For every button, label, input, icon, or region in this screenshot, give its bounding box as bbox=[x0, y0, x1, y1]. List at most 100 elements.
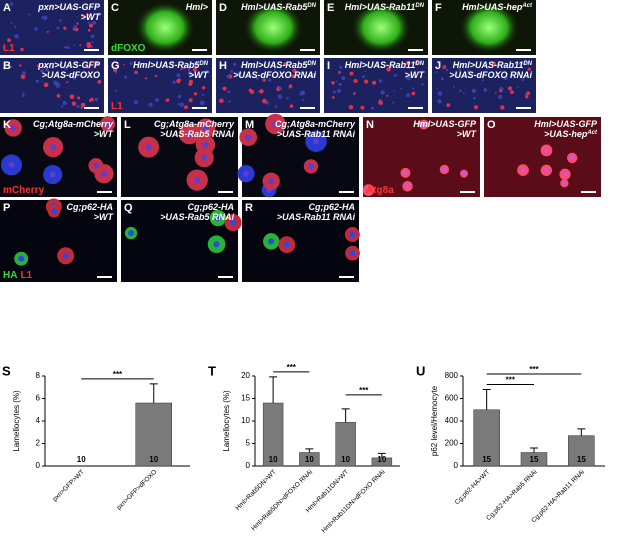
speck bbox=[199, 100, 205, 106]
speck bbox=[233, 62, 237, 67]
panel-letter: B bbox=[3, 60, 11, 72]
nucleus bbox=[10, 124, 17, 131]
error-bar bbox=[377, 452, 386, 458]
genotype-text: Hml>UAS-GFP bbox=[413, 119, 477, 129]
bar bbox=[473, 409, 500, 467]
speck bbox=[421, 83, 424, 86]
speck bbox=[249, 74, 252, 77]
genotype-label: >WT bbox=[94, 129, 115, 139]
speck bbox=[72, 75, 77, 80]
speck bbox=[177, 78, 182, 83]
speck bbox=[114, 71, 118, 75]
stain-label: mCherry bbox=[3, 185, 45, 196]
genotype-label: pxn>UAS-GFP bbox=[37, 2, 101, 12]
speck bbox=[77, 96, 81, 100]
speck bbox=[2, 46, 6, 49]
speck bbox=[437, 91, 443, 96]
nucleus bbox=[100, 170, 107, 177]
speck bbox=[393, 73, 397, 77]
genotype-label: pxn>UAS-GFP bbox=[37, 60, 101, 70]
error-bar bbox=[305, 448, 314, 453]
genotype-label: >UAS-dFOXO RNAi bbox=[233, 70, 316, 80]
genotype-text: pxn>UAS-GFP bbox=[37, 2, 101, 12]
genotype-text: Hml>UAS-GFP bbox=[534, 119, 598, 129]
speck bbox=[226, 74, 230, 79]
x-tick-label: Cg;p62-HA>WT bbox=[454, 469, 492, 507]
stain-text: HA bbox=[3, 270, 17, 281]
nucleus bbox=[544, 168, 549, 173]
x-tick-label: pxn>GFP>dFOXO bbox=[116, 469, 159, 512]
speck bbox=[88, 99, 92, 102]
genotype-text: Hml>UAS-Rab5 bbox=[133, 60, 200, 70]
stain-label: dFOXO bbox=[111, 43, 146, 54]
speck bbox=[63, 26, 67, 30]
n-label: 10 bbox=[377, 455, 386, 464]
nucleus bbox=[230, 219, 237, 226]
speck bbox=[66, 81, 69, 84]
speck bbox=[527, 67, 531, 71]
genotype-label: >UAS-Rab5 RNAi bbox=[160, 129, 234, 139]
speck bbox=[371, 106, 375, 110]
genotype-superscript: DN bbox=[415, 3, 424, 9]
speck bbox=[86, 42, 92, 47]
error-bar bbox=[269, 376, 278, 403]
speck bbox=[503, 75, 508, 81]
speck bbox=[180, 68, 183, 71]
speck bbox=[64, 66, 68, 70]
speck bbox=[498, 94, 503, 100]
genotype-text: Cg;p62-HA bbox=[67, 202, 114, 212]
genotype-label: Hml>UAS-Rab11DN bbox=[345, 2, 425, 12]
nucleus bbox=[421, 122, 426, 127]
genotype-label: >UAS-Rab11 RNAi bbox=[277, 212, 356, 222]
speck bbox=[386, 94, 389, 97]
genotype-text: >UAS-dFOXO bbox=[42, 70, 100, 80]
n-label: 15 bbox=[530, 455, 539, 464]
genotype-label: >UAS-Rab5 RNAi bbox=[160, 212, 234, 222]
speck bbox=[91, 40, 94, 43]
cell-glow bbox=[459, 1, 520, 54]
genotype-label: Cg;Atg8a-mCherry bbox=[154, 119, 235, 129]
speck bbox=[85, 72, 90, 77]
speck bbox=[43, 82, 49, 88]
n-label: 15 bbox=[482, 455, 491, 464]
speck bbox=[123, 63, 125, 66]
speck bbox=[454, 62, 457, 65]
y-tick-label: 10 bbox=[241, 416, 250, 425]
genotype-text: Hml>UAS-hep bbox=[462, 2, 523, 12]
speck bbox=[364, 79, 369, 84]
speck bbox=[443, 65, 445, 68]
speck bbox=[219, 98, 224, 104]
speck bbox=[288, 84, 293, 88]
speck bbox=[182, 66, 186, 70]
speck bbox=[158, 66, 161, 69]
speck bbox=[193, 92, 198, 96]
speck bbox=[116, 63, 119, 66]
speck bbox=[348, 104, 354, 110]
nucleus bbox=[202, 125, 209, 132]
speck bbox=[76, 104, 80, 109]
speck bbox=[482, 79, 485, 82]
speck bbox=[124, 75, 128, 79]
speck bbox=[20, 47, 24, 52]
genotype-label: >UAS-dFOXO RNAi bbox=[449, 70, 532, 80]
speck bbox=[259, 89, 264, 94]
speck bbox=[353, 92, 356, 95]
speck bbox=[129, 61, 133, 65]
nucleus bbox=[442, 167, 447, 172]
speck bbox=[90, 34, 95, 39]
nucleus bbox=[349, 250, 356, 257]
micrograph bbox=[0, 0, 104, 55]
stain-text: Atg8a bbox=[366, 185, 394, 196]
bar bbox=[568, 435, 595, 467]
micrograph bbox=[242, 200, 359, 282]
panel-letter: M bbox=[245, 119, 254, 131]
nucleus bbox=[214, 215, 221, 222]
speck bbox=[14, 26, 17, 28]
genotype-text: Cg;Atg8a-mCherry bbox=[154, 119, 235, 129]
panel-letter: K bbox=[3, 119, 11, 131]
genotype-text: >UAS-dFOXO RNAi bbox=[233, 70, 316, 80]
speck bbox=[331, 81, 335, 85]
genotype-superscript: DN bbox=[523, 61, 532, 67]
speck bbox=[34, 27, 38, 31]
chart-letter: S bbox=[2, 363, 11, 378]
